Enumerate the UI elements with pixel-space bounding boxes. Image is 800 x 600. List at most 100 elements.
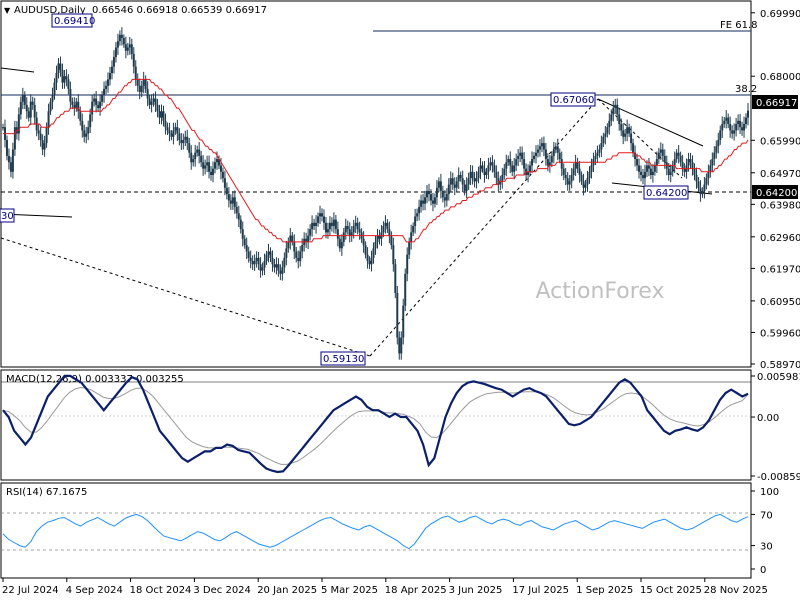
candle-body xyxy=(640,171,643,176)
retrace-38-2-label: 38.2 xyxy=(735,84,757,95)
candle-body xyxy=(729,124,732,131)
candle-body xyxy=(701,190,704,195)
fe-61-8-label: FE 61.8 xyxy=(720,20,758,31)
candle-body xyxy=(206,162,209,166)
candle-body xyxy=(148,98,151,105)
candle-body xyxy=(65,76,68,80)
symbol-title: AUDUSD,Daily xyxy=(14,5,86,16)
rsi-panel-frame xyxy=(0,482,752,579)
candle-body xyxy=(602,136,605,144)
price-panel-frame xyxy=(0,0,752,368)
candle-body xyxy=(184,136,187,140)
candle-body xyxy=(489,162,492,166)
candle-body xyxy=(519,152,522,156)
candle-body xyxy=(77,101,80,112)
candle-body xyxy=(229,200,232,204)
candle-body xyxy=(47,111,50,128)
candle-body xyxy=(548,162,551,166)
candle-body xyxy=(412,225,415,233)
price-axis: 0.69990 0.68000 0.65990 0.64970 0.63980 0.629… xyxy=(751,9,800,371)
candle-body xyxy=(582,181,585,188)
candle-body xyxy=(301,245,304,252)
candle-body xyxy=(334,219,337,230)
candle-body xyxy=(176,127,179,134)
label-left-edge-box: 30 xyxy=(0,208,15,223)
candle-body xyxy=(538,146,541,150)
candle-body xyxy=(188,143,191,153)
candle-body xyxy=(362,238,365,246)
candle-body xyxy=(416,213,419,217)
candle-body xyxy=(560,159,563,169)
candle-body xyxy=(342,232,345,242)
candle-body xyxy=(71,101,74,105)
candle-body xyxy=(61,69,64,83)
candle-body xyxy=(9,162,12,172)
candle-body xyxy=(723,120,726,125)
candle-body xyxy=(291,235,294,242)
macd-axis: 0.005981 0.00 -0.00859 xyxy=(751,372,800,483)
candle-body xyxy=(79,111,82,121)
candle-body xyxy=(356,222,359,230)
candle-body xyxy=(418,206,421,214)
candle-body xyxy=(366,254,369,262)
candle-body xyxy=(253,261,256,265)
candle-body xyxy=(348,229,351,236)
candle-body xyxy=(237,213,240,220)
candle-body xyxy=(156,104,159,112)
candle-body xyxy=(431,200,434,204)
candle-body xyxy=(89,114,92,128)
candle-body xyxy=(37,130,40,134)
candle-body xyxy=(691,162,694,169)
candle-body xyxy=(495,171,498,179)
candle-body xyxy=(717,139,720,147)
candle-body xyxy=(610,114,613,121)
candle-body xyxy=(168,130,171,134)
candle-body xyxy=(7,155,10,163)
candle-body xyxy=(313,222,316,226)
candle-body xyxy=(93,98,96,102)
label-trend-low: 0.64200 xyxy=(646,188,687,199)
candle-body xyxy=(647,165,650,169)
candle-body xyxy=(449,178,452,185)
candle-body xyxy=(659,149,662,153)
macd-panel-frame xyxy=(0,369,752,481)
candle-body xyxy=(507,159,510,163)
candle-body xyxy=(307,235,310,242)
candle-body xyxy=(122,37,125,45)
candle-body xyxy=(533,155,536,160)
candle-body xyxy=(677,152,680,156)
candle-body xyxy=(392,245,395,265)
candle-body xyxy=(233,197,236,207)
x-tick-label: 18 Oct 2024 xyxy=(130,585,192,596)
candle-body xyxy=(739,120,742,128)
candle-body xyxy=(382,225,385,233)
rsi-tick-label: 0 xyxy=(760,565,766,576)
candle-body xyxy=(612,108,615,115)
candle-body xyxy=(558,152,561,160)
candle-body xyxy=(146,88,149,99)
candle-body xyxy=(445,194,448,201)
price-tick-label: 0.63980 xyxy=(760,200,800,211)
candle-body xyxy=(287,241,290,249)
price-tick-label: 0.62960 xyxy=(760,233,800,244)
label-high: 0.69410 xyxy=(54,16,95,27)
candle-body xyxy=(499,181,502,185)
candle-body xyxy=(241,229,244,239)
price-tick-label: 0.60950 xyxy=(760,297,800,308)
candle-body xyxy=(396,292,399,338)
candle-body xyxy=(521,152,524,160)
candle-body xyxy=(200,155,203,163)
rsi-tick-label: 100 xyxy=(760,487,779,498)
candle-body xyxy=(215,159,218,163)
candle-body xyxy=(542,143,545,150)
price-tick-label: 0.69990 xyxy=(760,9,800,20)
candle-body xyxy=(439,181,442,191)
candle-body xyxy=(604,133,607,137)
candle-body xyxy=(606,127,609,134)
candle-body xyxy=(247,251,250,258)
x-tick-label: 15 Oct 2025 xyxy=(640,585,702,596)
candle-body xyxy=(481,165,484,169)
candle-body xyxy=(23,95,26,105)
candle-body xyxy=(299,251,302,262)
candle-body xyxy=(467,178,470,185)
